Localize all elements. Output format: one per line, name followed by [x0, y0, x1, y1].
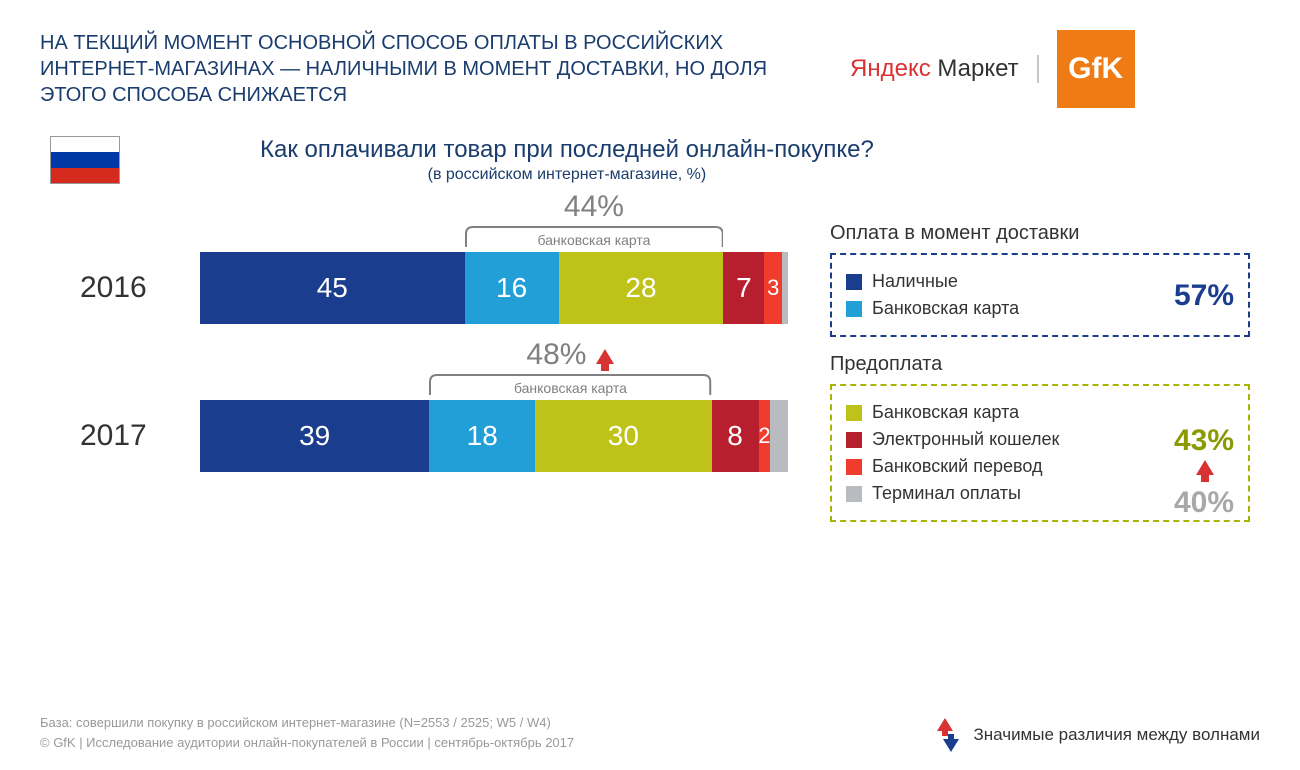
legend-item-label: Банковский перевод: [872, 456, 1042, 477]
legend-group-box: Банковская карта Электронный кошелек Банко…: [830, 384, 1250, 522]
legend-group-title: Предоплата: [830, 353, 1250, 376]
bar-row: 201645162873: [80, 252, 800, 324]
gfk-logo: GfK: [1057, 30, 1135, 108]
legend: Оплата в момент доставки Наличные Банковск…: [830, 192, 1250, 538]
legend-item: Банковская карта: [846, 402, 1234, 423]
chart-title-block: Как оплачивали товар при последней онлай…: [260, 136, 874, 184]
chart-header-row: Как оплачивали товар при последней онлай…: [40, 136, 1260, 184]
stacked-bar: 39183082: [200, 400, 788, 472]
legend-item-label: Банковская карта: [872, 298, 1019, 319]
bar-segment-card_prepay: 30: [535, 400, 711, 472]
stacked-bar: 45162873: [200, 252, 788, 324]
bracket-pct: 44%: [564, 190, 624, 224]
bar-row: 201739183082: [80, 400, 800, 472]
footnotes: База: совершили покупку в российском инт…: [40, 713, 574, 752]
legend-item-label: Терминал оплаты: [872, 483, 1021, 504]
bracket: 48% банковская карта: [200, 340, 800, 400]
swatch-icon: [846, 486, 862, 502]
bracket: 44% банковская карта: [200, 192, 800, 252]
chart-title: Как оплачивали товар при последней онлай…: [260, 136, 874, 164]
footer: База: совершили покупку в российском инт…: [40, 713, 1260, 752]
bracket-pct: 48%: [526, 338, 614, 372]
bar-segment-transfer: 3: [764, 252, 782, 324]
footnote-copyright: © GfK | Исследование аудитории онлайн-по…: [40, 733, 574, 753]
legend-group-box: Наличные Банковская карта 57%: [830, 253, 1250, 337]
bar-segment-terminal: [770, 400, 788, 472]
legend-item: Банковский перевод: [846, 456, 1234, 477]
arrow-up-icon: [596, 338, 614, 372]
arrows-up-down-icon: [935, 718, 961, 752]
bar-segment-cash: 45: [200, 252, 465, 324]
bar-segment-ewallet: 8: [712, 400, 759, 472]
yandex-market-logo: Яндекс Маркет: [850, 55, 1039, 83]
bar-segment-card_delivery: 18: [429, 400, 535, 472]
legend-item-label: Банковская карта: [872, 402, 1019, 423]
content-row: 44%банковская карта20164516287348%банков…: [40, 192, 1260, 538]
legend-pct-secondary: 40%: [1174, 486, 1234, 520]
russia-flag-icon: [50, 136, 120, 184]
legend-item-label: Наличные: [872, 271, 958, 292]
chart-subtitle: (в российском интернет-магазине, %): [260, 166, 874, 184]
arrow-up-icon: [1196, 460, 1214, 480]
significance-legend: Значимые различия между волнами: [935, 718, 1260, 752]
page-title: НА ТЕКЩИЙ МОМЕНТ ОСНОВНОЙ СПОСОБ ОПЛАТЫ …: [40, 30, 830, 108]
swatch-icon: [846, 301, 862, 317]
swatch-icon: [846, 459, 862, 475]
swatch-icon: [846, 274, 862, 290]
footnote-base: База: совершили покупку в российском инт…: [40, 713, 574, 733]
legend-pct-main: 43%: [1174, 424, 1234, 458]
bar-segment-terminal: [782, 252, 788, 324]
swatch-icon: [846, 432, 862, 448]
bar-segment-transfer: 2: [759, 400, 771, 472]
bracket-label: банковская карта: [537, 232, 650, 248]
bar-group: 48% банковская карта 201739183082: [80, 340, 800, 472]
swatch-icon: [846, 405, 862, 421]
significance-label: Значимые различия между волнами: [973, 725, 1260, 745]
legend-pct-main: 57%: [1174, 279, 1234, 313]
legend-item-label: Электронный кошелек: [872, 429, 1059, 450]
bar-segment-cash: 39: [200, 400, 429, 472]
bar-segment-card_prepay: 28: [559, 252, 724, 324]
bar-segment-card_delivery: 16: [465, 252, 559, 324]
bar-segment-ewallet: 7: [723, 252, 764, 324]
year-label: 2016: [80, 271, 200, 305]
logo-block: Яндекс Маркет GfK: [850, 30, 1135, 108]
bar-group: 44% банковская карта 201645162873: [80, 192, 800, 324]
legend-group-title: Оплата в момент доставки: [830, 222, 1250, 245]
bracket-label: банковская карта: [514, 380, 627, 396]
flag-stripe: [51, 137, 119, 152]
stacked-bar-chart: 44%банковская карта20164516287348%банков…: [80, 192, 800, 488]
flag-stripe: [51, 152, 119, 167]
header: НА ТЕКЩИЙ МОМЕНТ ОСНОВНОЙ СПОСОБ ОПЛАТЫ …: [40, 30, 1260, 108]
year-label: 2017: [80, 419, 200, 453]
flag-stripe: [51, 168, 119, 183]
